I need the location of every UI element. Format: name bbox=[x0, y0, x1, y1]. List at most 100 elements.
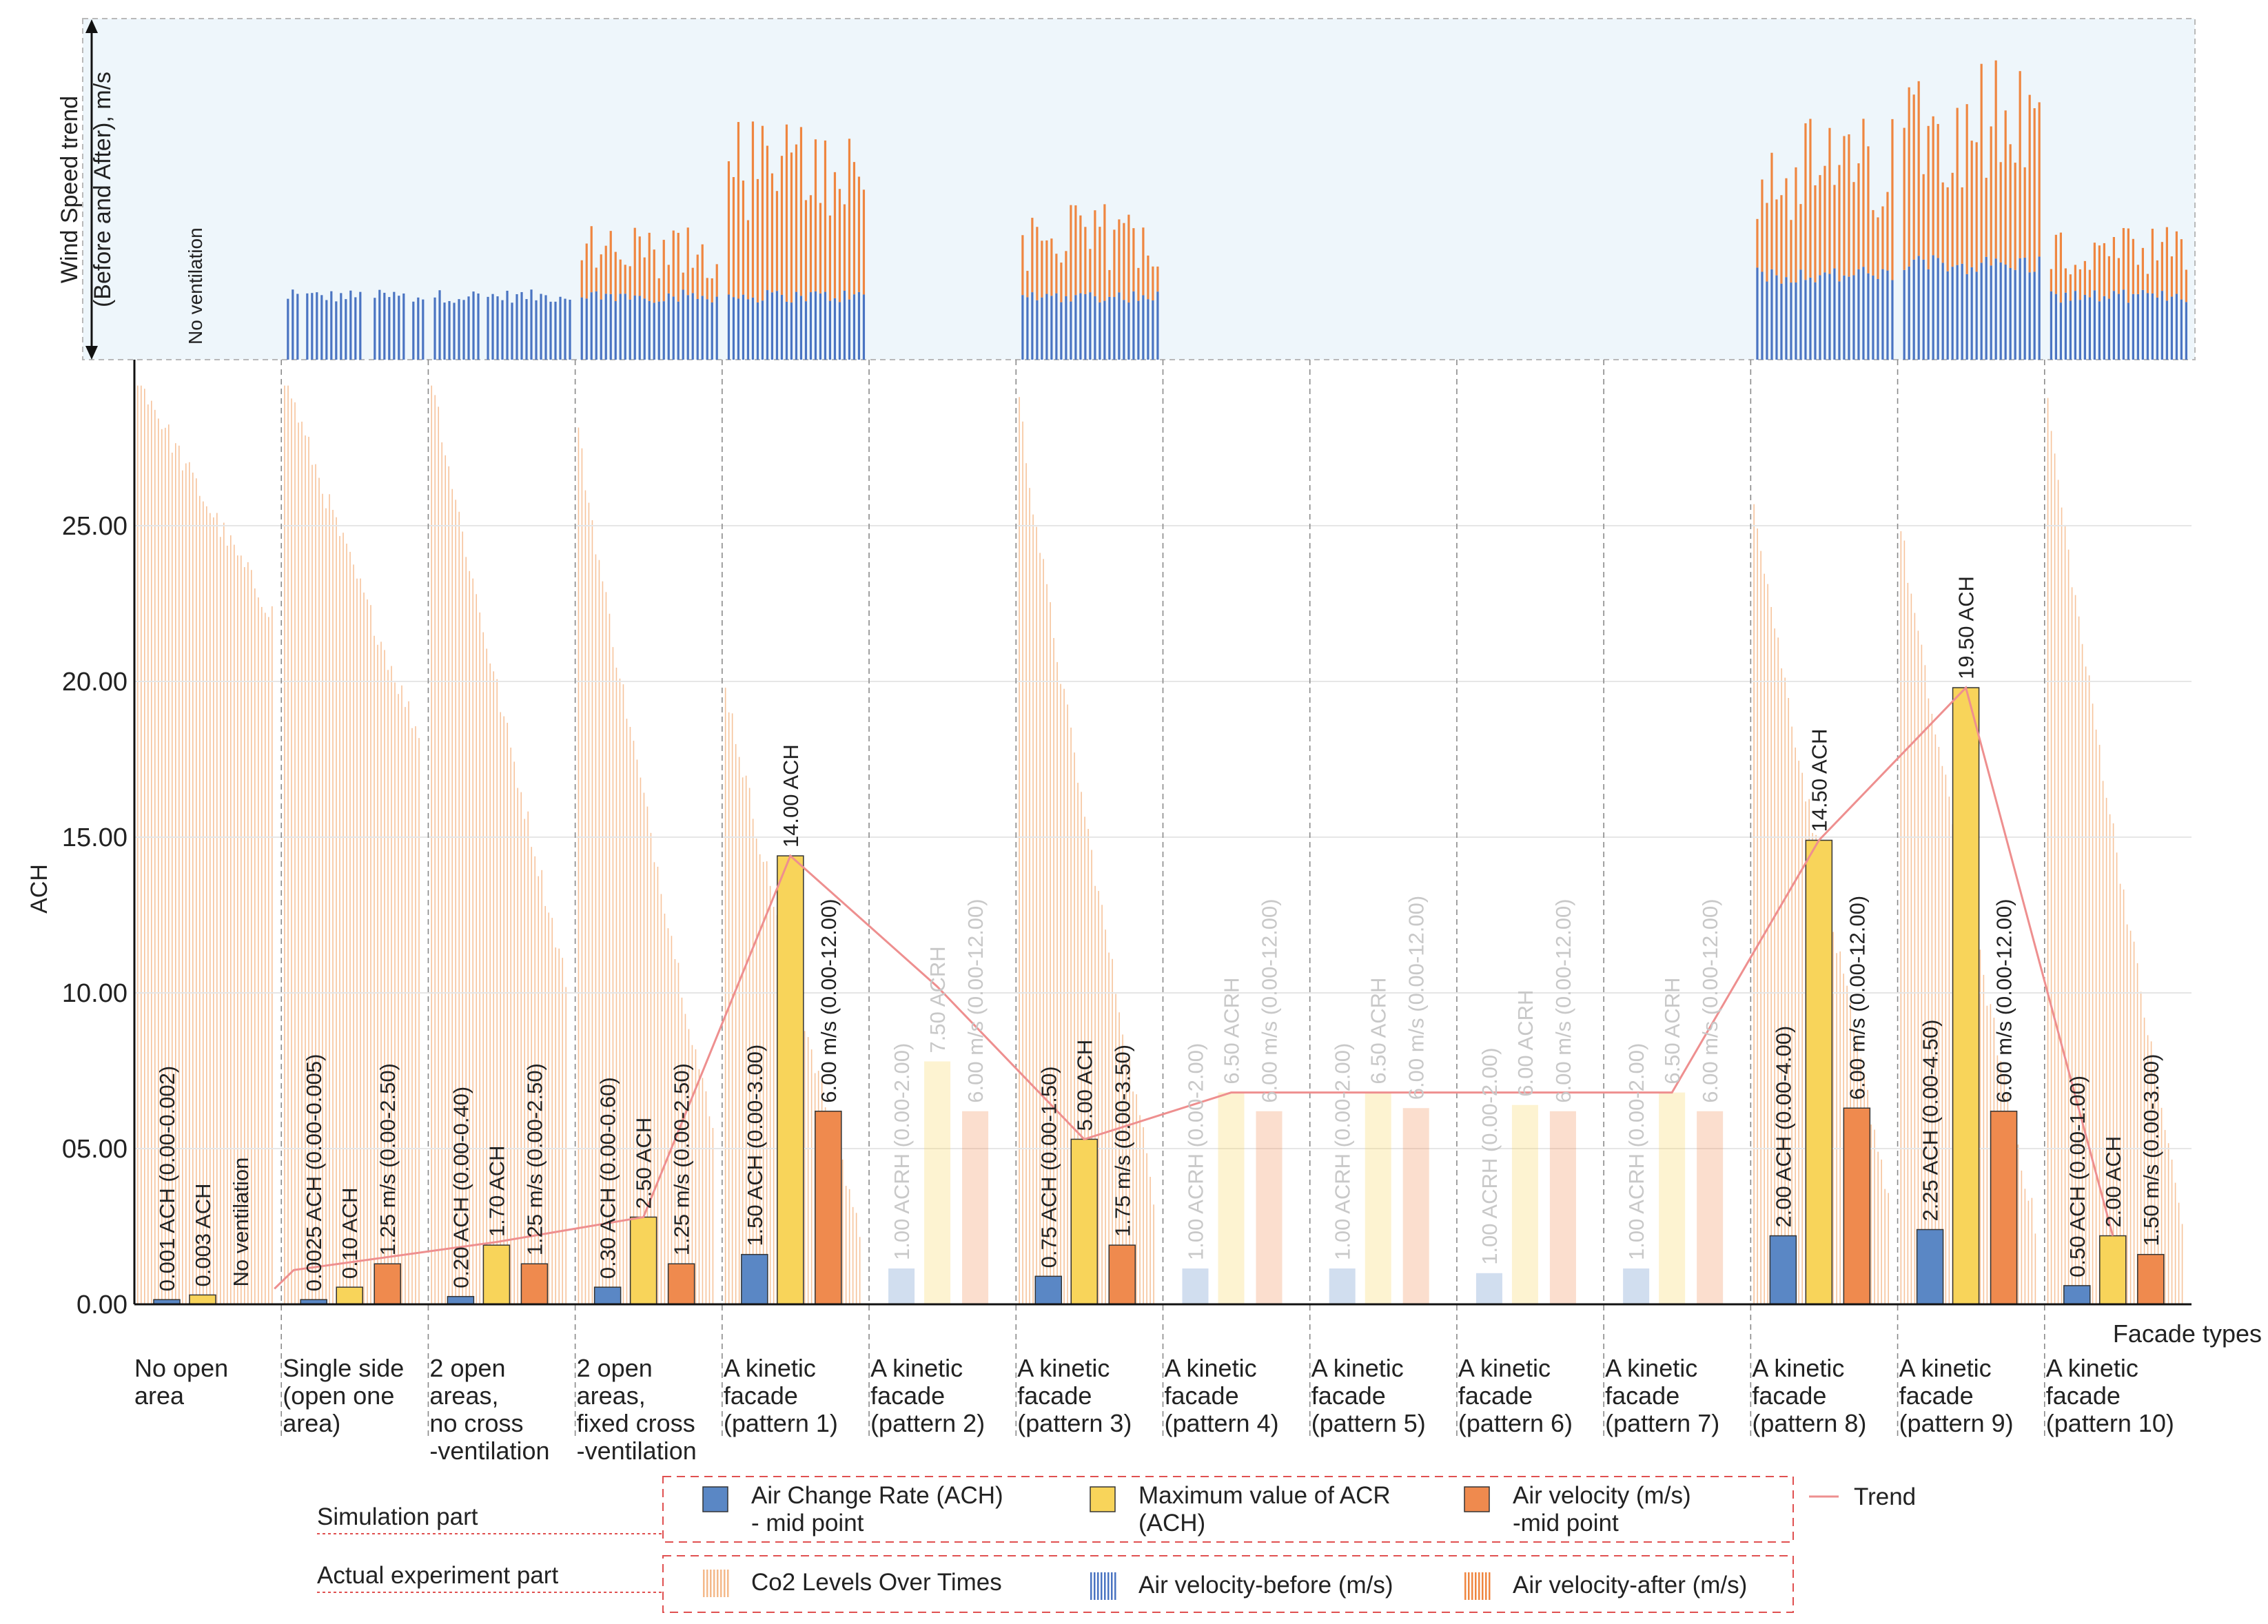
co2-level-bar bbox=[2167, 1143, 2169, 1304]
co2-level-bar bbox=[1788, 698, 1789, 1304]
co2-level-bar bbox=[1143, 1127, 1144, 1304]
wind-before-bar bbox=[1867, 273, 1870, 360]
bar-value-label: 6.00 ACRH bbox=[1513, 990, 1537, 1097]
co2-level-bar bbox=[1836, 953, 1837, 1304]
category-label-line: facade bbox=[1017, 1381, 1092, 1410]
category-label-line: A kinetic bbox=[724, 1354, 816, 1382]
co2-level-bar bbox=[1884, 1189, 1886, 1304]
bar-ach-mid bbox=[1623, 1268, 1650, 1304]
wind-before-bar bbox=[843, 290, 846, 360]
co2-level-bar bbox=[548, 912, 550, 1304]
wind-before-bar bbox=[458, 299, 460, 360]
wind-after-bar bbox=[1060, 263, 1063, 302]
category-label-line: area) bbox=[283, 1409, 340, 1437]
bar-acr-max bbox=[189, 1294, 216, 1305]
co2-level-bar bbox=[2102, 781, 2104, 1304]
wind-before-bar bbox=[824, 291, 827, 360]
legend-hatch-swatch bbox=[1090, 1572, 1092, 1600]
wind-after-bar bbox=[1766, 203, 1768, 282]
wind-before-bar bbox=[1780, 283, 1783, 360]
wind-before-bar bbox=[1108, 296, 1111, 360]
wind-after-bar bbox=[751, 121, 755, 298]
co2-level-bar bbox=[2160, 1107, 2163, 1304]
wind-before-bar bbox=[388, 297, 391, 360]
wind-before-bar bbox=[814, 291, 817, 360]
wind-before-bar bbox=[316, 292, 318, 360]
y-tick-label: 25.00 bbox=[62, 512, 127, 541]
wind-before-bar bbox=[1833, 268, 1836, 360]
y-tick-label: 20.00 bbox=[62, 668, 127, 697]
wind-before-bar bbox=[852, 294, 856, 360]
co2-level-bar bbox=[415, 726, 416, 1304]
y-tick-label: 15.00 bbox=[62, 823, 127, 852]
bar-velocity-mid bbox=[520, 1263, 549, 1305]
wind-before-bar bbox=[2156, 297, 2158, 360]
bar-value-label: 6.00 m/s (0.00-12.00) bbox=[1551, 898, 1575, 1102]
wind-before-bar bbox=[1985, 256, 1988, 360]
category-label-line: (pattern 5) bbox=[1311, 1409, 1426, 1437]
legend-hatch-swatch bbox=[1489, 1572, 1491, 1600]
wind-before-bar bbox=[643, 298, 646, 360]
wind-before-bar bbox=[549, 301, 552, 360]
wind-after-bar bbox=[711, 278, 713, 302]
wind-before-bar bbox=[325, 300, 328, 360]
wind-before-bar bbox=[1084, 294, 1087, 360]
legend-experiment-box bbox=[662, 1555, 1794, 1613]
wind-after-bar bbox=[1156, 266, 1159, 292]
wind-before-bar bbox=[398, 296, 400, 360]
co2-level-bar bbox=[1910, 593, 1912, 1305]
wind-before-bar bbox=[1026, 297, 1029, 360]
co2-level-bar bbox=[724, 688, 726, 1304]
legend-hatch-swatch bbox=[1478, 1572, 1480, 1600]
wind-after-bar bbox=[672, 230, 675, 297]
wind-before-bar bbox=[1828, 274, 1831, 360]
bar-value-label: 1.25 m/s (0.00-2.50) bbox=[670, 1063, 694, 1255]
category-label-line: (pattern 3) bbox=[1017, 1409, 1132, 1437]
wind-before-bar bbox=[691, 293, 694, 360]
bar-value-label: 7.50 ACRH bbox=[926, 946, 950, 1053]
wind-before-bar bbox=[2028, 272, 2031, 360]
wind-before-bar bbox=[1927, 269, 1930, 360]
wind-before-bar bbox=[2170, 296, 2173, 360]
wind-after-bar bbox=[1108, 269, 1111, 297]
wind-before-bar bbox=[809, 292, 813, 360]
co2-level-bar bbox=[705, 1091, 707, 1304]
wind-before-bar bbox=[638, 296, 641, 360]
co2-level-bar bbox=[448, 466, 450, 1305]
co2-level-bar bbox=[258, 597, 259, 1304]
co2-level-bar bbox=[731, 713, 733, 1304]
co2-level-bar bbox=[735, 743, 737, 1304]
wind-after-bar bbox=[1819, 175, 1821, 276]
legend-experiment-label: Actual experiment part bbox=[317, 1562, 558, 1589]
wind-after-bar bbox=[2117, 258, 2120, 294]
co2-level-bar bbox=[325, 508, 327, 1304]
legend-item-label: Co2 Levels Over Times bbox=[751, 1569, 1002, 1596]
bar-value-label: 1.50 ACH (0.00-3.00) bbox=[743, 1045, 767, 1246]
co2-level-bar bbox=[1146, 1153, 1147, 1304]
co2-level-bar bbox=[2071, 587, 2073, 1305]
co2-level-bar bbox=[2034, 1233, 2036, 1304]
wind-before-bar bbox=[1127, 302, 1130, 360]
co2-level-bar bbox=[1795, 747, 1796, 1304]
co2-level-bar bbox=[451, 489, 453, 1305]
co2-level-bar bbox=[227, 545, 228, 1305]
wind-before-bar bbox=[530, 289, 533, 360]
co2-level-bar bbox=[1022, 421, 1023, 1304]
wind-after-bar bbox=[819, 203, 822, 294]
wind-before-bar bbox=[672, 296, 675, 360]
trend-line bbox=[274, 686, 2114, 1290]
legend-item-label: Maximum value of ACR (ACH) bbox=[1138, 1482, 1391, 1536]
wind-after-bar bbox=[2136, 265, 2139, 294]
wind-after-bar bbox=[691, 267, 694, 294]
co2-level-bar bbox=[664, 913, 666, 1304]
bar-value-label: 0.30 ACH (0.00-0.60) bbox=[596, 1077, 620, 1279]
wind-after-bar bbox=[585, 243, 588, 299]
wind-before-bar bbox=[1941, 263, 1944, 360]
legend-item-line: Air velocity (m/s) bbox=[1513, 1482, 1691, 1509]
co2-level-bar bbox=[626, 719, 628, 1304]
wind-before-bar bbox=[462, 300, 465, 360]
co2-level-bar bbox=[671, 936, 673, 1304]
wind-before-bar bbox=[1877, 278, 1879, 360]
wind-after-bar bbox=[1089, 249, 1092, 293]
wind-before-bar bbox=[287, 298, 289, 360]
